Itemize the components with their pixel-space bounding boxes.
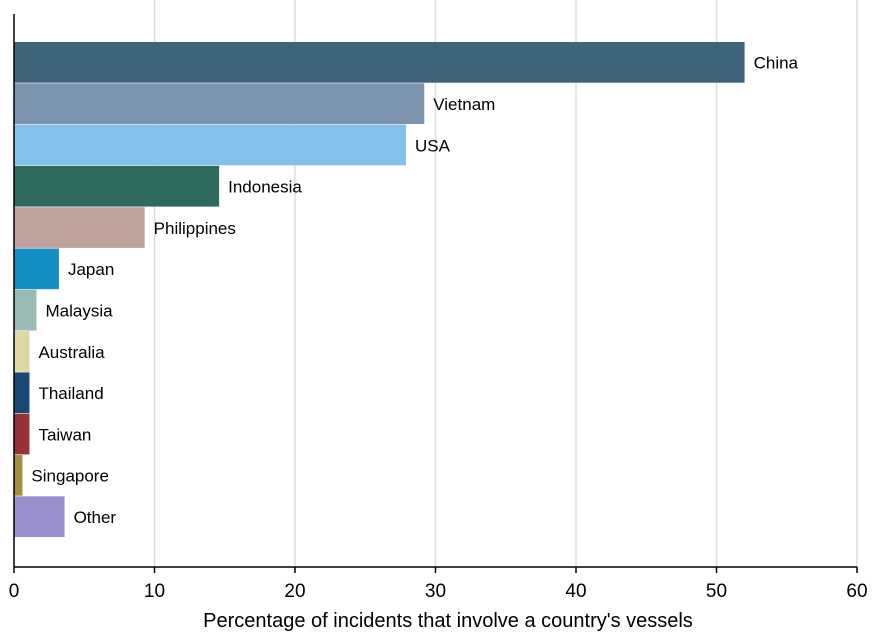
x-tick-label: 50 (706, 581, 727, 602)
bar-taiwan (14, 413, 30, 455)
bar-vietnam (14, 83, 425, 124)
bar-indonesia (14, 165, 220, 207)
bar-thailand (14, 372, 30, 414)
bar-malaysia (14, 289, 37, 331)
x-tick-label: 10 (144, 581, 165, 602)
bar-label-china: China (754, 54, 799, 73)
x-tick-label: 40 (565, 581, 586, 602)
bar-labels: China Vietnam USA Indonesia Philippines Japan… (31, 54, 798, 527)
bar-label-malaysia: Malaysia (45, 301, 113, 320)
bars (14, 42, 745, 537)
x-tick-label: 60 (846, 581, 867, 602)
bar-label-philippines: Philippines (154, 219, 236, 238)
x-axis-title: Percentage of incidents that involve a c… (203, 610, 693, 632)
bar-label-thailand: Thailand (38, 384, 103, 403)
bar-label-australia: Australia (38, 343, 105, 362)
bar-japan (14, 248, 59, 290)
bar-label-vietnam: Vietnam (433, 95, 495, 114)
bar-label-singapore: Singapore (31, 467, 109, 486)
x-tick-label: 30 (425, 581, 446, 602)
bar-usa (14, 124, 406, 166)
x-ticks: 0 10 20 30 40 50 60 (9, 567, 868, 602)
x-tick-label: 20 (284, 581, 305, 602)
bar-label-japan: Japan (68, 260, 114, 279)
bar-philippines (14, 207, 145, 248)
x-tick-label: 0 (9, 581, 20, 602)
bar-label-taiwan: Taiwan (38, 425, 91, 444)
bar-australia (14, 331, 30, 372)
bar-label-usa: USA (415, 136, 451, 155)
bar-label-indonesia: Indonesia (228, 178, 302, 197)
bar-singapore (14, 455, 23, 496)
bar-china (14, 42, 745, 83)
bar-other (14, 496, 65, 537)
bar-label-other: Other (74, 508, 117, 527)
